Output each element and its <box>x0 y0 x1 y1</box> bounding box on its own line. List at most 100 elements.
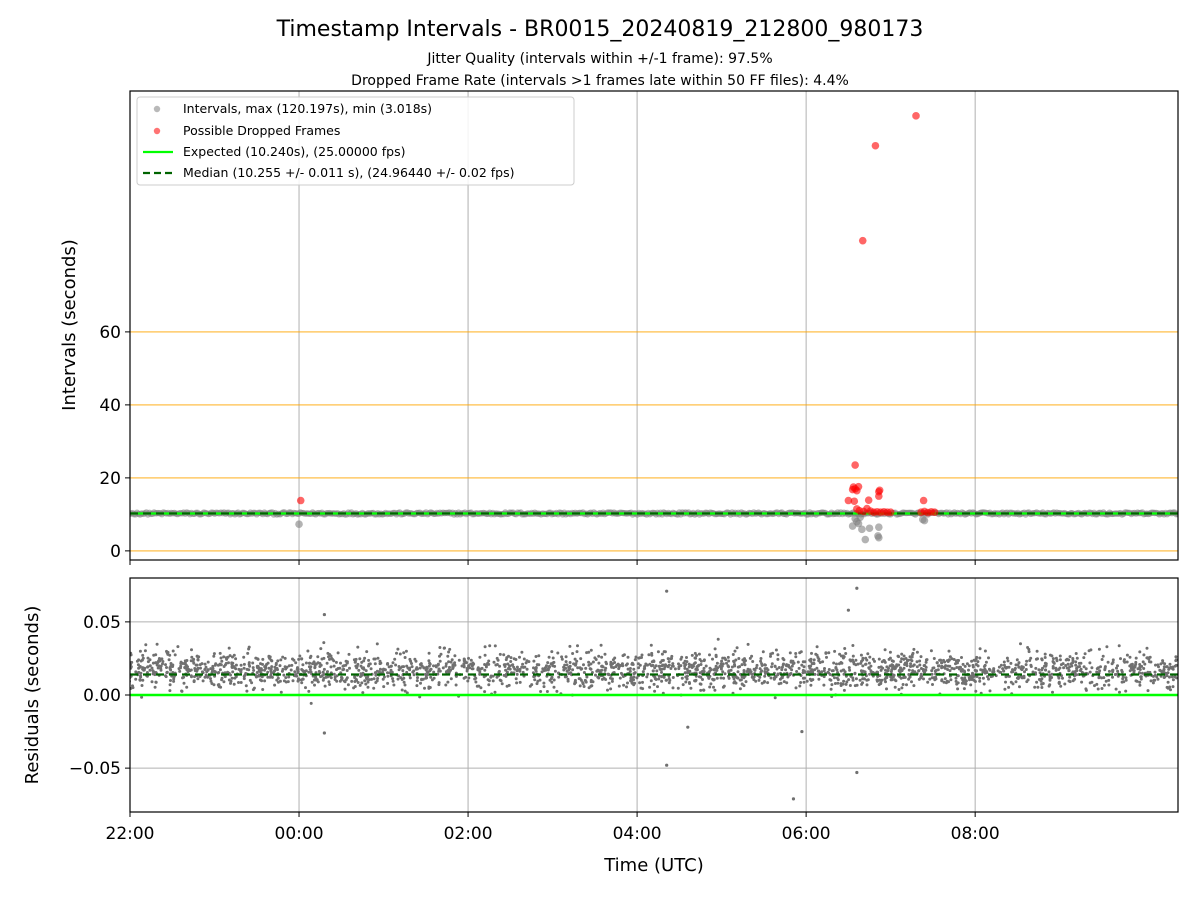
residual-point <box>365 650 369 654</box>
residual-point <box>712 678 716 682</box>
residual-point <box>345 669 349 672</box>
residual-point <box>1139 677 1143 681</box>
residual-point <box>209 679 213 683</box>
residual-point <box>641 670 645 674</box>
residual-point <box>171 671 175 674</box>
residual-point <box>515 672 519 676</box>
residual-point <box>722 676 726 680</box>
residual-point <box>237 681 240 684</box>
residual-point <box>438 654 441 658</box>
residual-point <box>479 686 483 690</box>
residual-point <box>780 668 784 672</box>
residual-point <box>854 658 858 662</box>
intervals-y-ticks: 0 20 40 60 <box>99 323 130 562</box>
residual-point <box>294 661 298 665</box>
residual-point <box>1124 676 1128 680</box>
residual-point <box>256 666 260 670</box>
residual-point <box>978 647 982 651</box>
residual-point <box>309 701 313 705</box>
residual-point <box>1082 656 1086 660</box>
residual-point <box>1166 686 1170 690</box>
residual-point <box>448 647 452 651</box>
residual-point <box>1146 689 1150 693</box>
residual-point <box>693 656 697 660</box>
interval-point <box>920 516 929 525</box>
residual-point <box>234 667 238 671</box>
residual-point <box>319 647 323 651</box>
residual-point <box>245 689 249 693</box>
residual-point <box>868 672 872 676</box>
residual-point <box>443 646 446 650</box>
residual-point <box>917 669 921 673</box>
residual-point <box>773 696 777 700</box>
residual-point <box>1071 657 1075 660</box>
residual-point <box>825 655 828 659</box>
residual-point <box>1065 657 1069 661</box>
residual-point <box>629 677 633 681</box>
residual-point <box>321 670 325 674</box>
residual-point <box>907 673 911 676</box>
residual-point <box>356 681 360 684</box>
residual-point <box>576 644 579 648</box>
residual-point <box>1107 678 1111 682</box>
residual-point <box>173 653 177 657</box>
residual-point <box>970 678 974 681</box>
residual-point <box>987 656 990 660</box>
residual-point <box>794 686 798 690</box>
residual-point <box>220 678 224 682</box>
residual-point <box>239 663 243 667</box>
residual-point <box>199 666 202 670</box>
residual-point <box>354 657 358 661</box>
residual-point <box>845 680 849 684</box>
interval-point <box>851 514 859 523</box>
residual-point <box>1125 660 1129 664</box>
legend-marker-dropped <box>153 127 161 135</box>
residual-point <box>251 688 255 692</box>
residual-point <box>134 677 138 681</box>
residual-point <box>903 663 907 666</box>
residual-point <box>847 678 851 682</box>
residual-point <box>438 659 442 663</box>
residual-point <box>146 656 150 660</box>
residual-point <box>1122 659 1126 663</box>
residual-point <box>130 660 134 664</box>
residual-point <box>1027 650 1031 654</box>
residual-point <box>607 673 611 677</box>
residual-point <box>1005 656 1009 660</box>
residual-point <box>1043 652 1047 656</box>
residual-point <box>449 660 453 664</box>
residual-point <box>818 661 822 664</box>
residual-point <box>553 669 557 673</box>
residual-point <box>988 668 992 672</box>
residual-point <box>276 680 280 684</box>
residual-point <box>910 653 914 657</box>
residual-point <box>297 657 301 661</box>
residual-point <box>757 678 761 682</box>
residual-point <box>908 655 912 659</box>
residual-point <box>1002 660 1006 664</box>
residual-point <box>859 669 863 673</box>
residual-point <box>884 680 887 684</box>
residual-point <box>245 667 249 671</box>
residual-point <box>754 666 758 670</box>
residual-point <box>687 681 691 684</box>
residual-point <box>645 675 649 679</box>
residual-point <box>909 658 913 662</box>
residual-point <box>755 663 759 667</box>
residual-point <box>266 675 270 679</box>
residual-point <box>881 666 885 670</box>
residual-point <box>437 681 441 685</box>
residual-point <box>753 668 757 672</box>
residual-point <box>171 649 175 653</box>
residual-point <box>225 657 229 661</box>
residual-point <box>1174 658 1178 662</box>
residual-point <box>138 678 142 682</box>
chart-subtitle-jitter: Jitter Quality (intervals within +/-1 fr… <box>426 51 772 67</box>
residual-point <box>1068 665 1072 669</box>
residual-point <box>666 665 670 669</box>
residual-point <box>935 661 939 665</box>
residual-point <box>512 665 516 669</box>
x-axis-label: Time (UTC) <box>603 855 704 876</box>
residual-point <box>520 650 524 654</box>
residual-point <box>375 679 379 683</box>
